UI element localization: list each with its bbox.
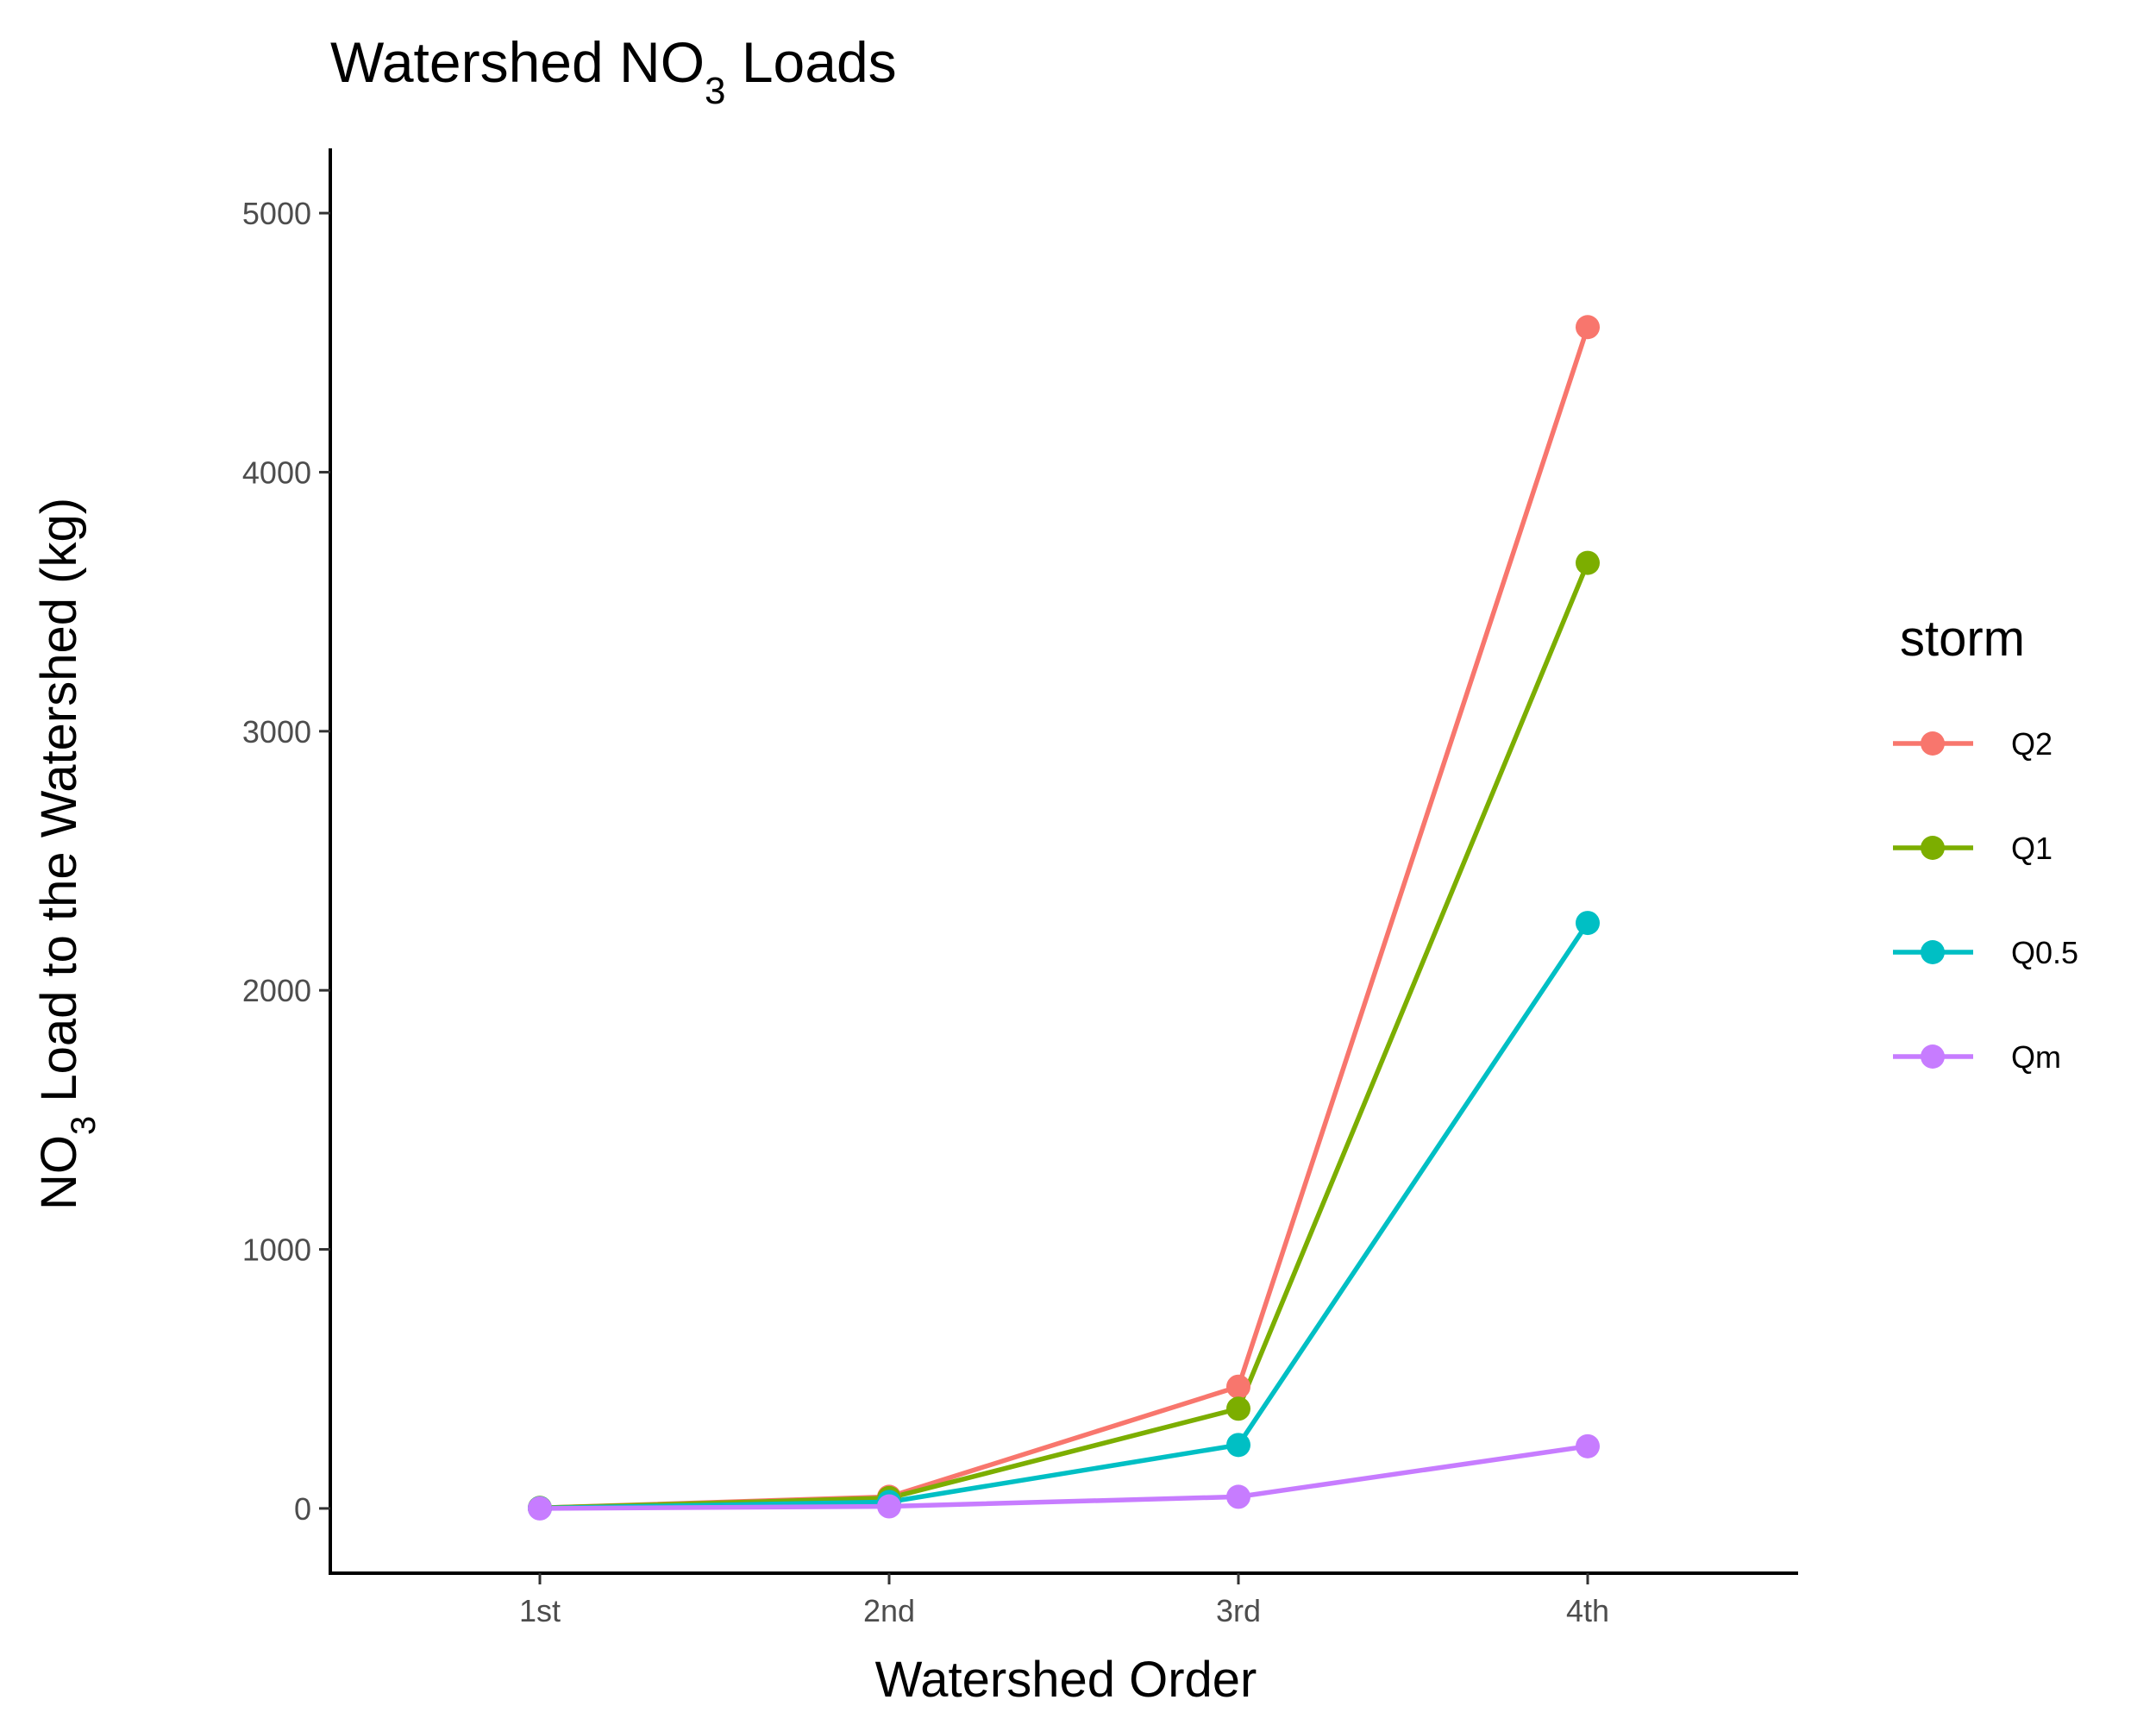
y-axis-ticks: 0 1000 2000 3000 4000 5000 [242,196,330,1527]
series-line-Q1 [539,561,1590,1511]
y-tick-label: 4000 [242,455,311,490]
x-tick-label: 3rd [1216,1593,1261,1628]
legend-title: storm [1900,611,2025,667]
data-point-Qm [877,1494,901,1519]
legend-label: Q0.5 [2011,935,2078,970]
chart-title: Watershed NO3 Loads [330,30,897,112]
x-axis-title: Watershed Order [875,1652,1257,1708]
x-tick-label: 2nd [863,1593,915,1628]
legend-items: Q2 Q1 Q0.5 Qm [1893,726,2078,1075]
legend: storm Q2 Q1 Q0.5 Qm [1893,611,2078,1075]
series-line-Qm [539,1444,1589,1511]
data-point-Qm [528,1496,552,1521]
data-point-Q2 [1226,1374,1250,1399]
legend-label: Q1 [2011,831,2053,866]
x-tick-label: 4th [1566,1593,1609,1628]
series-line-Q0.5 [539,921,1590,1511]
data-point-Q0.5 [1226,1433,1250,1458]
series-layer [528,315,1600,1521]
y-axis-title: NO3 Load to the Watershed (kg) [31,498,103,1210]
data-point-Q1 [1576,550,1600,575]
legend-label: Qm [2011,1039,2061,1075]
x-axis-ticks: 1st 2nd 3rd 4th [519,1573,1609,1628]
legend-key-point [1921,940,1945,964]
data-point-Q1 [1226,1396,1250,1421]
y-tick-label: 0 [294,1491,311,1527]
legend-key-point [1921,1044,1945,1069]
y-tick-label: 5000 [242,196,311,231]
x-tick-label: 1st [519,1593,561,1628]
data-point-Q2 [1576,315,1600,340]
y-tick-label: 2000 [242,973,311,1008]
legend-key-point [1921,836,1945,860]
data-point-Q0.5 [1576,911,1600,936]
chart-title-suffix: Loads [726,30,897,94]
data-point-Qm [1576,1433,1600,1458]
data-point-Qm [1226,1484,1250,1509]
y-axis-title-subscript: 3 [65,1116,103,1135]
y-tick-label: 1000 [242,1233,311,1268]
legend-label: Q2 [2011,726,2053,762]
y-axis-title-prefix: NO [31,1135,87,1210]
y-tick-label: 3000 [242,714,311,750]
chart-title-subscript: 3 [705,70,725,112]
chart-title-prefix: Watershed NO [330,30,705,94]
y-axis-title-suffix: Load to the Watershed (kg) [31,498,87,1116]
series-line-Q2 [539,326,1590,1511]
legend-key-point [1921,731,1945,756]
